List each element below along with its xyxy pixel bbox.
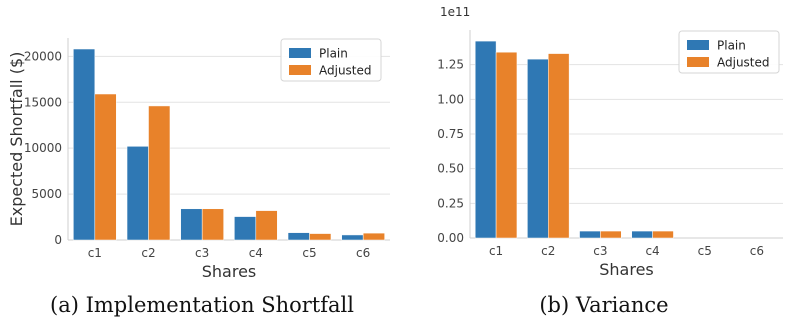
x-tick-label: c6 [750, 244, 764, 258]
legend-swatch-plain [289, 48, 311, 58]
bar-plain-c2 [126, 146, 149, 241]
caption-a: (a) Implementation Shortfall [50, 293, 354, 317]
y-tick-label: 0 [54, 233, 62, 247]
x-tick-label: c3 [195, 246, 209, 260]
x-tick-label: c1 [489, 244, 503, 258]
y-tick-label: 0.50 [437, 162, 464, 176]
bar-adjusted-c3 [600, 230, 622, 239]
legend-swatch-plain [687, 40, 709, 50]
x-tick-label: c2 [141, 246, 155, 260]
x-tick-label: c5 [698, 244, 712, 258]
x-tick-label: c4 [249, 246, 263, 260]
bar-adjusted-c2 [148, 105, 171, 241]
bar-plain-c4 [234, 216, 257, 241]
y-tick-label: 1.00 [437, 92, 464, 106]
bar-adjusted-c6 [362, 232, 385, 241]
legend-label-plain: Plain [717, 39, 746, 53]
bar-adjusted-c3 [201, 208, 224, 241]
y-axis-label: Expected Shortfall ($) [7, 52, 26, 227]
legend-label-adjusted: Adjusted [319, 64, 372, 78]
x-axis-label: Shares [202, 262, 257, 281]
legend: Plain Adjusted [280, 38, 382, 82]
bar-adjusted-c1 [495, 51, 518, 239]
bar-plain-c1 [474, 40, 497, 239]
bar-adjusted-c1 [94, 93, 117, 241]
y-tick-label: 0.75 [437, 127, 464, 141]
bar-plain-c1 [73, 48, 96, 241]
bar-plain-c2 [527, 58, 549, 239]
caption-b: (b) Variance [539, 293, 668, 317]
legend-swatch-adjusted [289, 65, 311, 75]
x-tick-label: c5 [302, 246, 316, 260]
y-tick-label: 5000 [31, 187, 62, 201]
y-tick-label: 0.00 [437, 231, 464, 245]
bar-adjusted-c5 [309, 233, 332, 241]
y-tick-label: 1.25 [437, 58, 464, 72]
bar-plain-c3 [180, 208, 203, 241]
legend: Plain Adjusted [678, 30, 780, 74]
legend-label-plain: Plain [319, 47, 348, 61]
x-tick-label: c3 [593, 244, 607, 258]
legend-label-adjusted: Adjusted [717, 56, 770, 70]
y-tick-label: 20000 [24, 49, 62, 63]
y-tick-label: 0.25 [437, 196, 464, 210]
chart-a: 0 5000 10000 15000 20000 c1 c2 c3 c4 c5 c6 Shares Ex… [7, 38, 390, 281]
x-tick-label: c2 [541, 244, 555, 258]
bar-plain-c6 [341, 234, 364, 241]
y-offset-label: 1e11 [440, 5, 470, 19]
bar-adjusted-c2 [548, 53, 570, 239]
y-tick-label: 10000 [24, 141, 62, 155]
bar-plain-c4 [631, 230, 653, 239]
bar-plain-c5 [287, 232, 310, 241]
legend-swatch-adjusted [687, 57, 709, 67]
y-tick-label: 15000 [24, 95, 62, 109]
x-axis-label: Shares [599, 260, 654, 279]
x-tick-label: c4 [645, 244, 659, 258]
x-tick-label: c6 [356, 246, 370, 260]
bar-adjusted-c4 [652, 230, 674, 239]
bar-plain-c3 [579, 230, 601, 239]
x-tick-label: c1 [88, 246, 102, 260]
bar-adjusted-c4 [255, 210, 278, 241]
chart-b: 0.00 0.25 0.50 0.75 1.00 1.25 c1 c2 c3 c4 c5 c6 Shar… [437, 5, 783, 279]
